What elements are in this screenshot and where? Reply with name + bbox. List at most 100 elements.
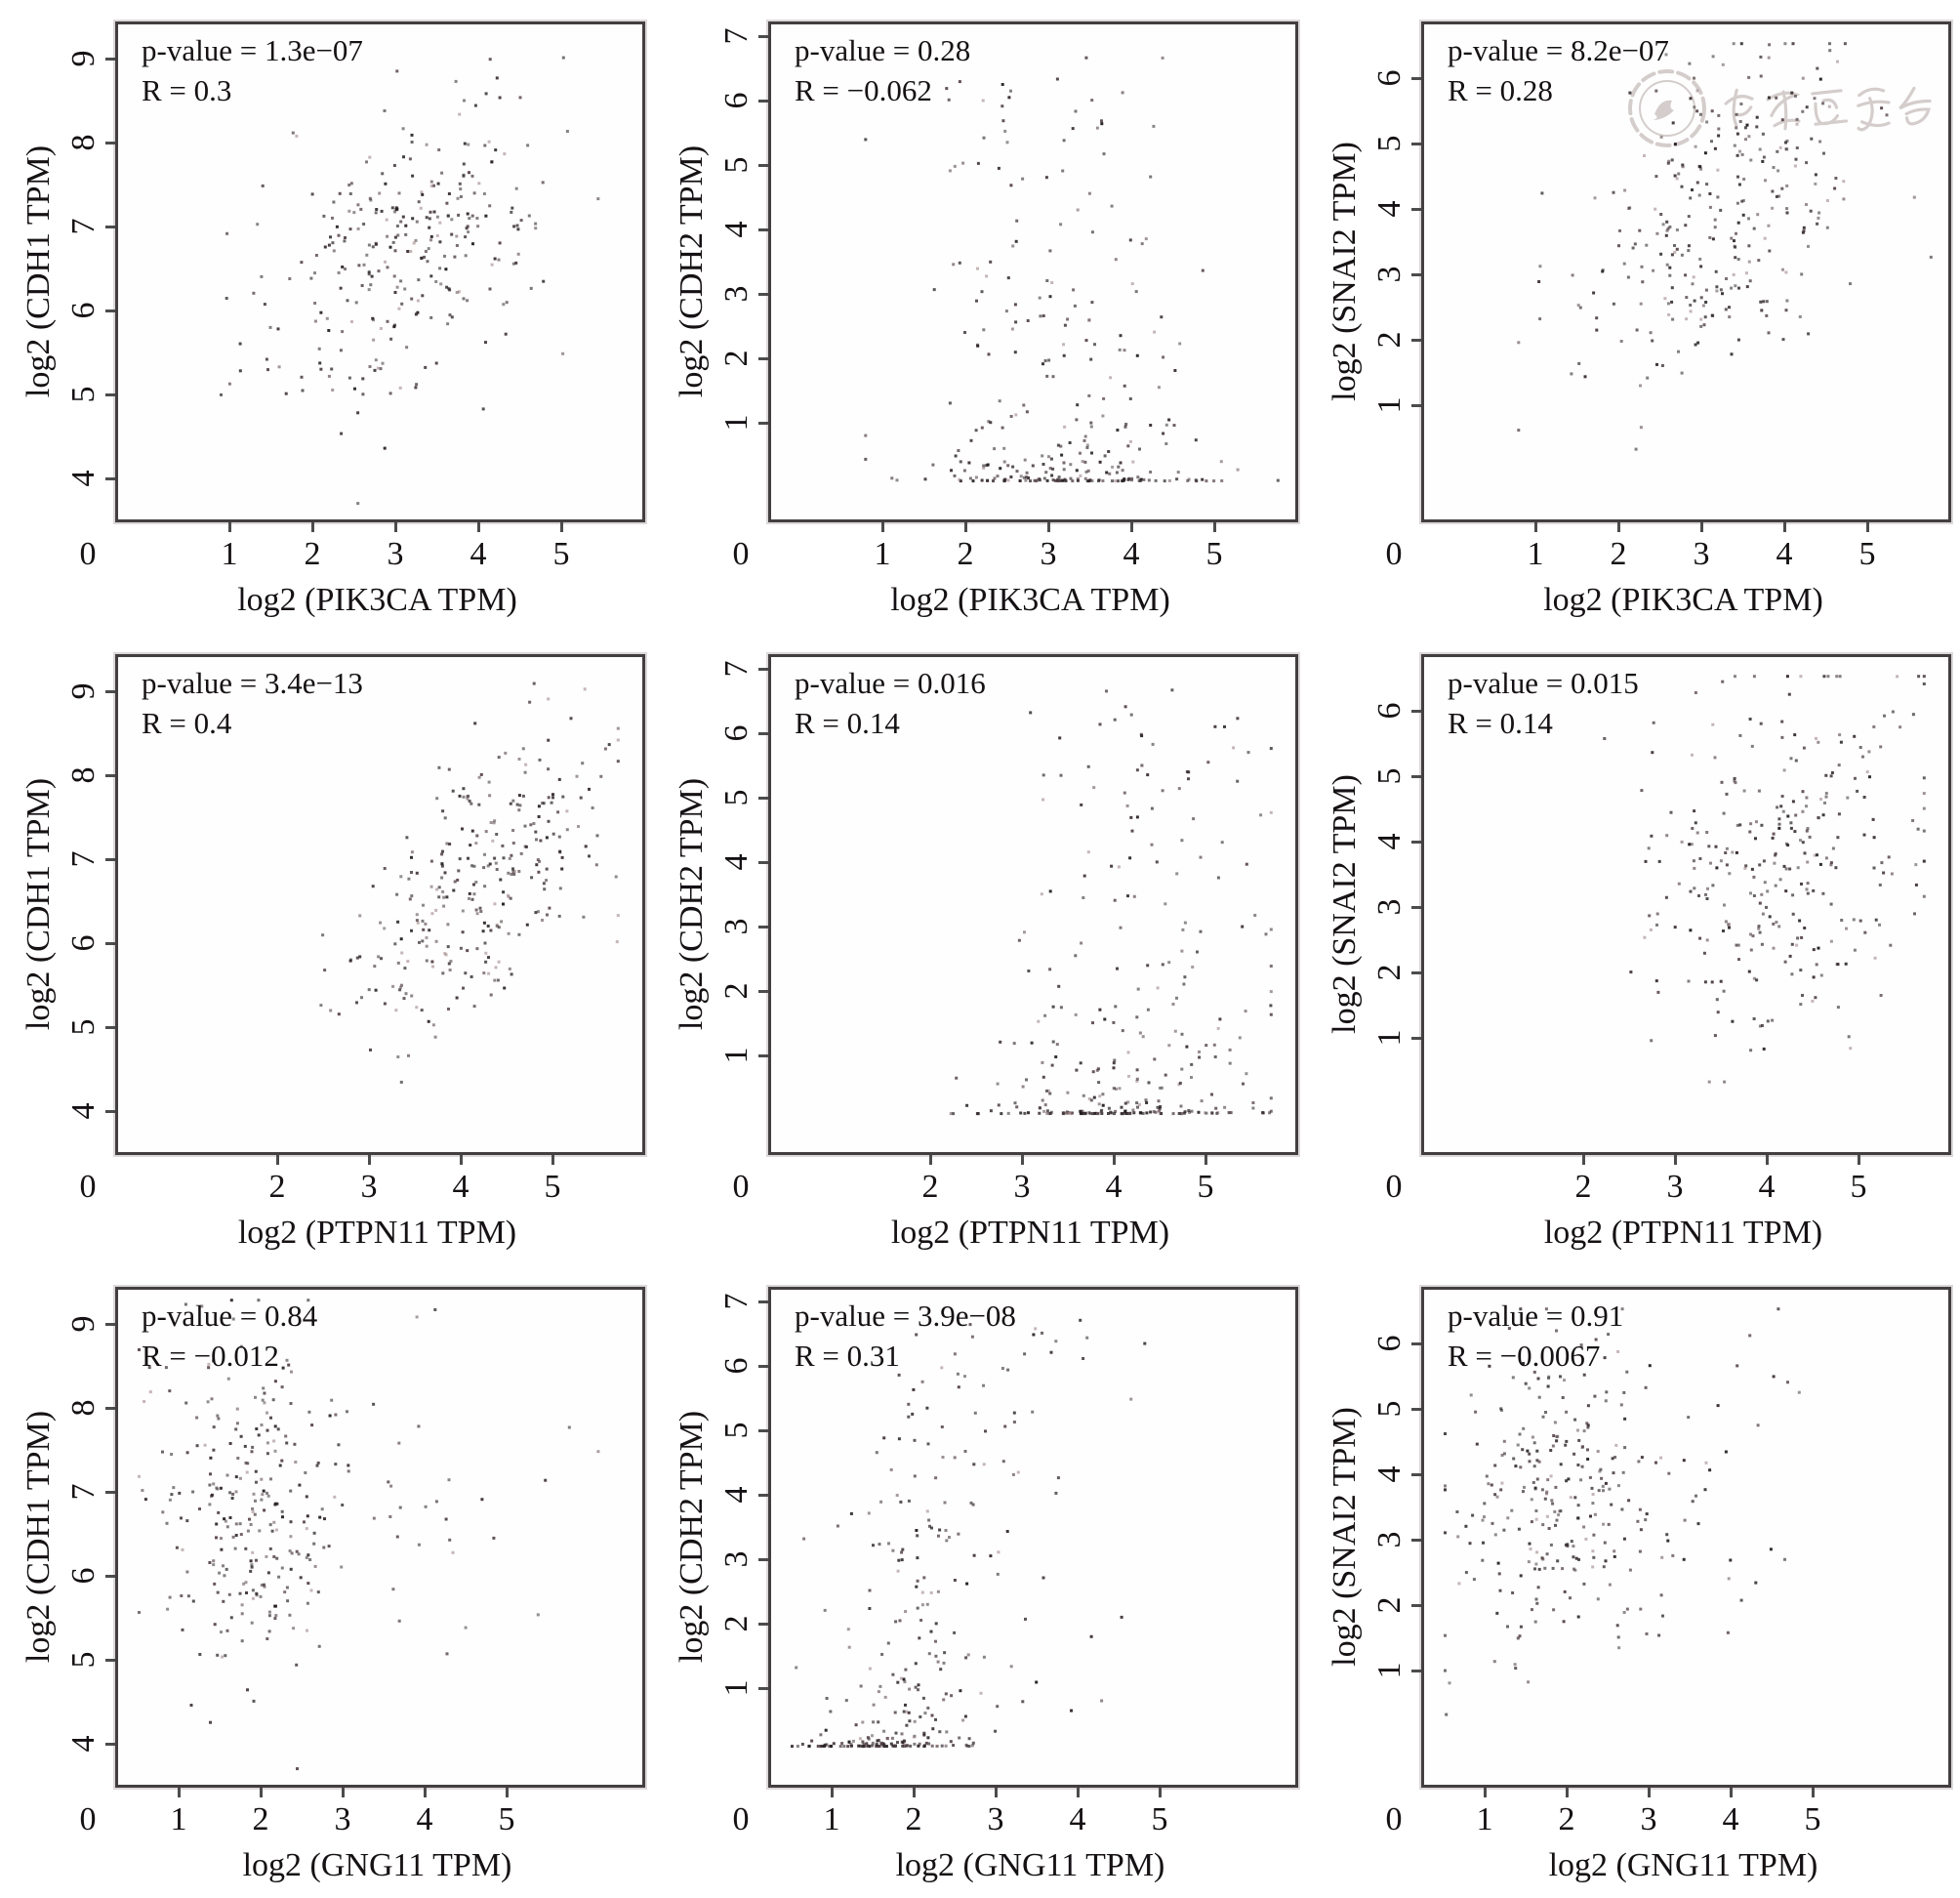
y-tick-mark: [1411, 970, 1421, 974]
x-tick-label: 1: [874, 536, 891, 572]
y-tick-label: 4: [65, 1102, 102, 1120]
x-tick-mark: [1581, 1155, 1585, 1165]
x-tick-mark: [1483, 1788, 1487, 1797]
y-axis-title: log2 (SNAI2 TPM): [1327, 1407, 1363, 1667]
y-tick-mark: [105, 141, 115, 144]
scatter-plot-CDH1-vs-PIK3CA: p-value = 1.3e−07 R = 0.3 0 log2 (PIK3CA…: [0, 0, 653, 633]
r-value-label: R = 0.14: [795, 706, 900, 740]
r-value-label: R = 0.3: [142, 73, 232, 107]
y-tick-mark: [105, 689, 115, 693]
y-tick-mark: [1411, 142, 1421, 145]
x-tick-label: 3: [1640, 1801, 1657, 1837]
x-tick-label: 3: [334, 1801, 351, 1837]
x-tick-label: 2: [1574, 1169, 1592, 1205]
x-tick-label: 2: [921, 1169, 939, 1205]
x-tick-mark: [1046, 522, 1050, 532]
x-tick-mark: [1565, 1788, 1569, 1797]
y-tick-label: 2: [1371, 964, 1408, 981]
x-tick-mark: [1212, 522, 1216, 532]
x-tick-label: 4: [1722, 1801, 1739, 1837]
x-tick-mark: [275, 1155, 279, 1165]
y-tick-mark: [758, 1053, 768, 1057]
y-tick-mark: [758, 99, 768, 103]
x-tick-mark: [1129, 522, 1133, 532]
y-tick-mark: [1411, 840, 1421, 844]
y-tick-mark: [758, 1557, 768, 1561]
y-tick-label: 6: [65, 1567, 102, 1585]
scatter-plot-CDH1-vs-PTPN11: p-value = 3.4e−13 R = 0.4 0 log2 (PTPN11…: [0, 633, 653, 1265]
plot-box: p-value = 0.84 R = −0.012: [115, 1287, 645, 1788]
p-value-label: p-value = 3.9e−08: [795, 1299, 1016, 1333]
p-value-label: p-value = 0.28: [795, 33, 971, 67]
scatter-points: [1603, 675, 1926, 1084]
r-value-label: R = 0.14: [1448, 706, 1553, 740]
x-tick-mark: [1857, 1155, 1860, 1165]
y-tick-label: 4: [1371, 200, 1408, 218]
x-axis-title: log2 (PTPN11 TPM): [1543, 1215, 1823, 1251]
y-tick-label: 5: [1371, 767, 1408, 785]
y-tick-label: 6: [1371, 69, 1408, 87]
y-tick-label: 6: [718, 92, 755, 109]
x-tick-label: 5: [1858, 536, 1876, 572]
y-tick-label: 6: [718, 1357, 755, 1375]
scatter-points: [949, 688, 1273, 1116]
x-tick-label: 4: [1758, 1169, 1776, 1205]
stats-annotation: p-value = 0.28 R = −0.062: [795, 30, 970, 110]
y-tick-label: 1: [1371, 1029, 1408, 1047]
x-tick-mark: [1811, 1788, 1815, 1797]
y-tick-mark: [105, 857, 115, 861]
x-tick-mark: [994, 1788, 998, 1797]
y-tick-mark: [105, 1406, 115, 1410]
stats-annotation: p-value = 0.015 R = 0.14: [1448, 663, 1639, 743]
y-tick-label: 1: [1371, 396, 1408, 414]
y-tick-mark: [105, 309, 115, 312]
x-tick-label: 1: [221, 536, 238, 572]
y-tick-label: 8: [65, 134, 102, 151]
x-tick-mark: [1782, 522, 1786, 532]
x-tick-label: 4: [1123, 536, 1140, 572]
x-tick-label: 2: [1610, 536, 1627, 572]
y-tick-label: 7: [718, 27, 755, 45]
y-tick-label: 6: [65, 934, 102, 952]
x-axis-title: log2 (PTPN11 TPM): [890, 1215, 1170, 1251]
p-value-label: p-value = 8.2e−07: [1448, 33, 1669, 67]
x-tick-label: 2: [1558, 1801, 1575, 1837]
y-tick-mark: [758, 227, 768, 231]
origin-zero-label: 0: [1385, 536, 1403, 572]
x-tick-label: 3: [1013, 1169, 1031, 1205]
plot-box: p-value = 0.28 R = −0.062: [768, 21, 1298, 522]
x-axis-title: log2 (GNG11 TPM): [1548, 1847, 1818, 1883]
scatter-points: [791, 1318, 1147, 1749]
y-tick-label: 4: [718, 853, 755, 871]
y-tick-label: 9: [65, 682, 102, 700]
y-tick-label: 1: [718, 1679, 755, 1697]
y-tick-mark: [105, 1742, 115, 1746]
y-tick-mark: [758, 163, 768, 167]
y-tick-mark: [105, 392, 115, 396]
x-tick-label: 5: [1197, 1169, 1214, 1205]
y-tick-mark: [758, 34, 768, 38]
x-tick-label: 1: [170, 1801, 187, 1837]
scatter-plot-SNAI2-vs-PTPN11: p-value = 0.015 R = 0.14 0 log2 (PTPN11 …: [1306, 633, 1960, 1265]
y-tick-label: 7: [65, 850, 102, 868]
plot-box: p-value = 0.016 R = 0.14: [768, 654, 1298, 1155]
x-tick-label: 1: [1527, 536, 1544, 572]
y-tick-label: 9: [65, 1315, 102, 1333]
y-tick-mark: [758, 1300, 768, 1303]
scatter-points: [138, 1299, 600, 1771]
scatter-plot-CDH2-vs-PTPN11: p-value = 0.016 R = 0.14 0 log2 (PTPN11 …: [653, 633, 1306, 1265]
origin-zero-label: 0: [732, 1801, 750, 1837]
y-tick-mark: [1411, 1603, 1421, 1607]
x-tick-mark: [459, 1155, 463, 1165]
r-value-label: R = −0.062: [795, 73, 932, 107]
y-tick-label: 4: [65, 470, 102, 487]
r-value-label: R = −0.012: [142, 1339, 279, 1373]
x-tick-mark: [505, 1788, 509, 1797]
y-tick-label: 2: [1371, 331, 1408, 349]
x-tick-label: 3: [1040, 536, 1057, 572]
y-tick-mark: [105, 225, 115, 228]
y-axis-title: log2 (CDH1 TPM): [20, 777, 57, 1031]
y-tick-mark: [105, 1109, 115, 1113]
x-tick-label: 3: [387, 536, 404, 572]
